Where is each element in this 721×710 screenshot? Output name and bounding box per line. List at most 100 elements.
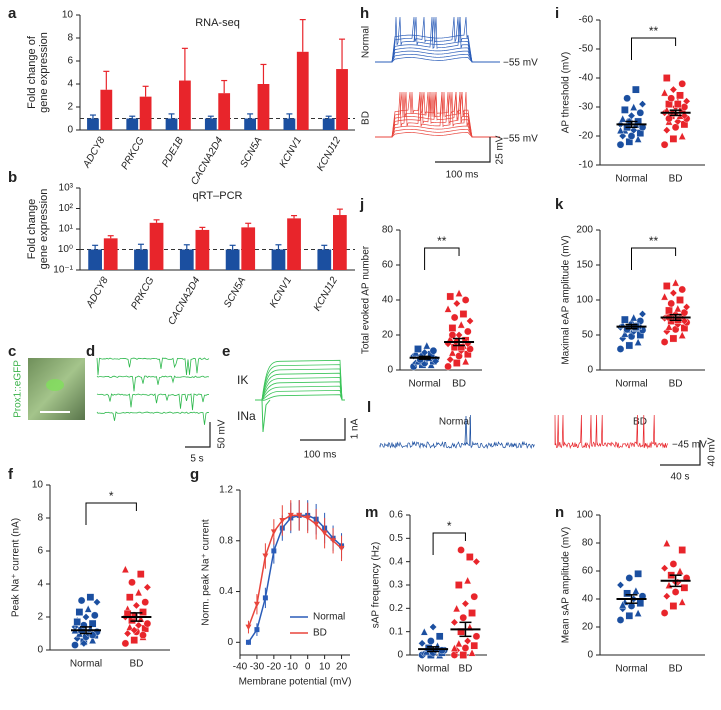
data-point: [623, 94, 631, 103]
data-point: [452, 604, 461, 613]
panel-letter: j: [359, 196, 364, 213]
data-point: [422, 341, 431, 350]
data-point: [450, 618, 459, 627]
scale-label: 1 nA: [350, 418, 361, 439]
scale-label: 50 mV: [217, 419, 228, 448]
trace: [96, 357, 210, 376]
x-tick-label: BD: [669, 664, 683, 675]
data-point: [136, 570, 145, 578]
bar: [126, 118, 139, 130]
data-point: [618, 132, 627, 140]
scale-label: 100 ms: [304, 450, 337, 461]
data-point: [444, 362, 452, 371]
data-point: [121, 565, 130, 573]
data-point: [88, 631, 97, 639]
bar: [134, 249, 148, 270]
data-point: [638, 100, 647, 108]
data-point: [618, 114, 627, 123]
y-tick-label: 1.2: [219, 485, 233, 496]
data-point: [682, 97, 691, 106]
data-point: [79, 639, 88, 648]
y-tick-label: 0.4: [219, 586, 233, 597]
data-point: [660, 564, 669, 573]
scale-bar: [660, 440, 701, 466]
y-tick-label: 0.6: [389, 510, 403, 521]
significance-label: *: [109, 489, 114, 503]
y-tick-label: 2: [67, 102, 73, 113]
data-point: [461, 296, 470, 304]
trace: [375, 16, 500, 63]
trace: [379, 414, 535, 450]
y-tick-label: 20: [582, 622, 594, 633]
trace: [375, 50, 500, 63]
data-point: [669, 85, 678, 94]
y-tick-label: 2: [37, 612, 43, 623]
trace: [375, 125, 500, 138]
scale-bar: [435, 137, 491, 163]
y-axis-label: sAP frequency (Hz): [371, 542, 382, 629]
data-point: [130, 626, 139, 635]
data-point: [139, 631, 147, 639]
data-point: [638, 310, 647, 318]
data-point: [616, 581, 625, 589]
trace: [255, 394, 345, 401]
data-point: [680, 111, 689, 120]
current-label: INa: [237, 409, 256, 423]
data-point: [330, 538, 337, 544]
y-axis-label: Fold change: [26, 199, 38, 260]
data-point: [271, 548, 277, 554]
data-point: [660, 292, 669, 301]
trace: [375, 91, 500, 138]
x-tick-label: KCNV1: [268, 275, 294, 309]
y-tick-label: 6: [67, 56, 73, 67]
data-point: [660, 88, 669, 97]
data-point: [414, 345, 422, 353]
y-tick-label: 10²: [59, 203, 74, 214]
x-tick-label: -20: [267, 662, 282, 673]
panel-letter: c: [8, 343, 16, 360]
data-point: [629, 102, 638, 111]
data-point: [134, 621, 143, 630]
data-point: [616, 345, 625, 353]
panel-letter: m: [365, 504, 378, 521]
data-point: [472, 557, 481, 566]
data-point: [453, 359, 461, 367]
potential-label: −55 mV: [503, 58, 538, 69]
x-tick-label: BD: [452, 379, 466, 390]
data-point: [472, 632, 481, 641]
data-point: [665, 580, 673, 589]
data-point: [464, 327, 472, 336]
scale-label: 5 s: [190, 454, 203, 465]
y-tick-label: 0.4: [389, 556, 403, 567]
data-point: [616, 140, 625, 149]
data-point: [457, 343, 466, 352]
x-tick-label: KCNJ12: [312, 275, 340, 313]
x-tick-label: CACNA2D4: [166, 275, 202, 327]
data-point: [420, 627, 429, 636]
potential-label: −55 mV: [503, 134, 538, 145]
data-point: [321, 530, 328, 537]
scale-label: 40 s: [671, 472, 690, 483]
trace: [375, 47, 500, 63]
data-point: [75, 608, 84, 616]
trace: [375, 132, 500, 138]
y-tick-label: 0: [227, 637, 233, 648]
legend-label: Normal: [313, 612, 345, 623]
data-point: [669, 560, 678, 568]
y-tick-label: 10: [32, 480, 44, 491]
data-point: [429, 623, 437, 631]
bar: [139, 96, 152, 130]
x-tick-label: SCN5A: [238, 135, 264, 170]
y-tick-label: 40: [582, 594, 594, 605]
data-point: [448, 324, 457, 332]
panel-letter: d: [86, 343, 95, 360]
panel-letter: n: [555, 504, 564, 521]
x-tick-label: PRKCG: [120, 135, 147, 171]
significance-bracket: [85, 502, 137, 525]
x-tick-label: ADCY8: [81, 135, 108, 171]
data-point: [446, 355, 455, 364]
bar: [333, 215, 347, 270]
data-point: [665, 322, 673, 331]
trace: [96, 411, 210, 425]
panel-letter: i: [555, 5, 559, 22]
